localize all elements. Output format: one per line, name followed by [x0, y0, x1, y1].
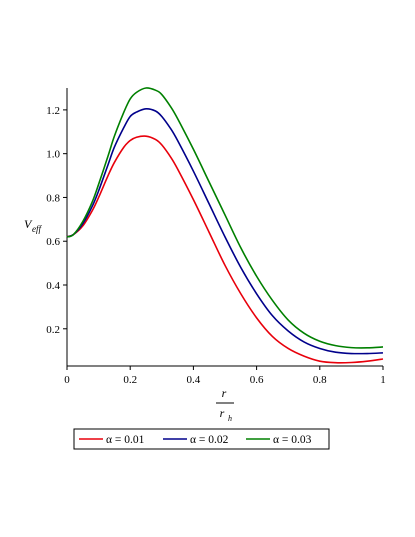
x-tick-label: 1 [380, 374, 386, 386]
x-ticks: 0 0.2 0.4 0.6 0.8 1 [64, 366, 386, 386]
legend: α = 0.01 α = 0.02 α = 0.03 [73, 428, 330, 450]
x-axis-label-numerator: r [222, 386, 227, 400]
x-tick-label: 0 [64, 374, 70, 386]
y-tick-label: 0.2 [46, 324, 60, 336]
legend-label-1: α = 0.01 [106, 434, 145, 446]
legend-label-2: α = 0.02 [190, 434, 229, 446]
legend-box [73, 428, 330, 450]
y-axis-label-sub: eff [32, 224, 42, 234]
legend-items: α = 0.01 α = 0.02 α = 0.03 [79, 434, 312, 446]
y-axis-label-main: V [24, 217, 33, 231]
x-axis-label-denominator: r [220, 406, 225, 420]
y-tick-label: 0.6 [46, 236, 60, 248]
y-tick-label: 1.2 [46, 105, 60, 117]
legend-label-3: α = 0.03 [273, 434, 312, 446]
axes [66, 88, 383, 367]
x-axis-label-denominator-sub: h [228, 414, 232, 423]
x-tick-label: 0.8 [313, 374, 327, 386]
x-tick-label: 0.2 [123, 374, 137, 386]
series-line-3 [66, 87, 384, 349]
y-tick-label: 1.0 [46, 149, 60, 161]
y-axis-label: V eff [24, 217, 42, 234]
series-line-2 [66, 107, 384, 355]
series-lines [66, 87, 384, 364]
x-tick-label: 0.6 [250, 374, 264, 386]
x-tick-label: 0.4 [187, 374, 201, 386]
x-axis-label: r r h [216, 386, 234, 423]
y-ticks: 0.2 0.4 0.6 0.8 1.0 1.2 [46, 105, 67, 336]
y-tick-label: 0.8 [46, 192, 60, 204]
series-line-1 [66, 135, 384, 364]
y-tick-label: 0.4 [46, 280, 60, 292]
